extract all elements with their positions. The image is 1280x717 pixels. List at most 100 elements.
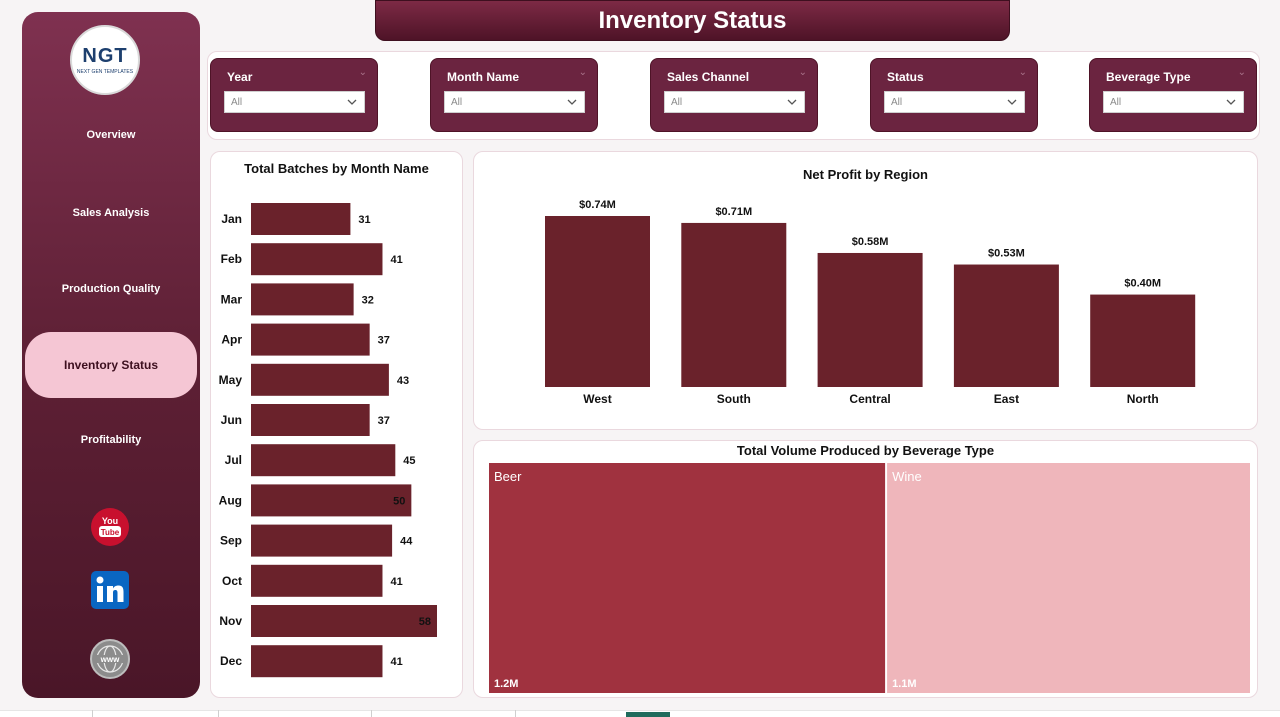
- volume-by-beverage-treemap: Beer 1.2M Wine 1.1M: [489, 463, 1250, 693]
- nav-overview[interactable]: Overview: [25, 115, 197, 155]
- tab-divider: [371, 710, 372, 717]
- sidebar: NGT NEXT GEN TEMPLATES Overview Sales An…: [22, 12, 200, 698]
- month-bar[interactable]: [251, 484, 412, 517]
- chevron-down-icon: [787, 99, 797, 105]
- treemap-category-label: Beer: [494, 469, 522, 484]
- month-data-label: 50: [393, 495, 405, 507]
- chevron-down-icon[interactable]: ⌄: [1018, 67, 1027, 78]
- slicer-sales-channel[interactable]: Sales Channel ⌄ All: [650, 58, 818, 132]
- month-bar[interactable]: [251, 444, 396, 477]
- dropdown-value: All: [231, 96, 243, 108]
- month-tick-label: Oct: [222, 574, 242, 588]
- region-bar[interactable]: [1090, 294, 1196, 387]
- page-title: Inventory Status: [375, 0, 1010, 41]
- nav-sales-analysis[interactable]: Sales Analysis: [25, 193, 197, 233]
- month-tick-label: Jun: [221, 413, 242, 427]
- region-tick-label: South: [717, 392, 751, 406]
- volume-treemap-card: Total Volume Produced by Beverage Type B…: [473, 440, 1258, 698]
- month-tick-label: Jan: [221, 212, 242, 226]
- logo-text: NGT: [82, 45, 128, 67]
- globe-icon[interactable]: www: [89, 638, 131, 680]
- status-dropdown[interactable]: All: [884, 91, 1025, 113]
- month-bar[interactable]: [251, 323, 370, 356]
- nav-production-quality[interactable]: Production Quality: [25, 269, 197, 309]
- region-tick-label: West: [583, 392, 611, 406]
- batches-by-month-card: Total Batches by Month Name Jan 31 Feb 41 Ma…: [210, 151, 463, 698]
- month-data-label: 44: [400, 536, 413, 548]
- month-data-label: 32: [362, 294, 374, 306]
- batches-by-month-chart: Jan 31 Feb 41 Mar 32 Apr 37 May 43 Jun 37 Jul 45 Aug 50…: [219, 203, 437, 678]
- chevron-down-icon[interactable]: ⌄: [358, 67, 367, 78]
- dropdown-value: All: [1110, 96, 1122, 108]
- nav-label: Profitability: [80, 434, 142, 446]
- sales-channel-dropdown[interactable]: All: [664, 91, 805, 113]
- month-data-label: 37: [378, 415, 390, 427]
- chevron-down-icon[interactable]: ⌄: [798, 67, 807, 78]
- month-tick-label: Mar: [221, 292, 243, 306]
- month-tick-label: Dec: [220, 654, 242, 668]
- region-bar[interactable]: [545, 216, 650, 387]
- nav-label: Production Quality: [61, 283, 161, 295]
- nav-inventory-status[interactable]: Inventory Status: [25, 332, 197, 398]
- svg-text:You: You: [102, 516, 118, 526]
- month-data-label: 41: [390, 576, 402, 588]
- youtube-icon[interactable]: You Tube: [89, 506, 131, 548]
- tab-divider: [92, 710, 93, 717]
- chart-title: Total Batches by Month Name: [244, 161, 429, 176]
- month-data-label: 43: [397, 375, 409, 387]
- chart-title: Net Profit by Region: [803, 167, 928, 182]
- month-bar[interactable]: [251, 524, 393, 557]
- region-bar[interactable]: [953, 264, 1059, 387]
- treemap-value-label: 1.1M: [892, 678, 916, 690]
- tab-divider: [515, 710, 516, 717]
- month-name-dropdown[interactable]: All: [444, 91, 585, 113]
- slicer-label: Sales Channel: [667, 70, 750, 84]
- month-bar[interactable]: [251, 564, 383, 597]
- slicer-label: Year: [227, 70, 253, 84]
- slicer-month-name[interactable]: Month Name ⌄ All: [430, 58, 598, 132]
- month-tick-label: Sep: [220, 534, 242, 548]
- month-bar[interactable]: [251, 605, 437, 637]
- region-bar[interactable]: [681, 222, 787, 387]
- month-data-label: 41: [390, 656, 402, 668]
- nav-profitability[interactable]: Profitability: [25, 420, 197, 460]
- month-bar[interactable]: [251, 203, 351, 235]
- treemap-tile[interactable]: [887, 463, 1250, 693]
- nav-label: Overview: [86, 129, 136, 141]
- month-tick-label: Feb: [221, 252, 242, 266]
- month-tick-label: Apr: [221, 333, 242, 347]
- slicer-beverage-type[interactable]: Beverage Type ⌄ All: [1089, 58, 1257, 132]
- month-bar[interactable]: [251, 243, 383, 276]
- month-tick-label: Nov: [219, 614, 242, 628]
- region-bar[interactable]: [817, 252, 923, 387]
- chart-title: Total Volume Produced by Beverage Type: [736, 443, 995, 458]
- linkedin-icon[interactable]: [89, 569, 131, 611]
- slicer-year[interactable]: Year ⌄ All: [210, 58, 378, 132]
- month-bar[interactable]: [251, 404, 370, 436]
- treemap-tile[interactable]: [489, 463, 886, 693]
- slicer-status[interactable]: Status ⌄ All: [870, 58, 1038, 132]
- month-tick-label: May: [219, 373, 243, 387]
- region-data-label: $0.74M: [579, 199, 616, 211]
- month-bar[interactable]: [251, 283, 354, 316]
- nav-label: Inventory Status: [63, 358, 159, 372]
- beverage-type-dropdown[interactable]: All: [1103, 91, 1244, 113]
- logo-main: NGT: [82, 45, 127, 68]
- chevron-down-icon[interactable]: ⌄: [578, 67, 587, 78]
- month-data-label: 58: [419, 616, 431, 628]
- net-profit-by-region-chart: $0.74M West $0.71M South $0.58M Central $0.53M…: [545, 199, 1196, 406]
- chevron-down-icon[interactable]: ⌄: [1237, 67, 1246, 78]
- region-data-label: $0.71M: [715, 206, 752, 218]
- month-bar[interactable]: [251, 363, 389, 396]
- month-tick-label: Jul: [225, 453, 242, 467]
- slicer-label: Status: [887, 70, 924, 84]
- active-page-tab[interactable]: [626, 712, 670, 717]
- year-dropdown[interactable]: All: [224, 91, 365, 113]
- month-data-label: 45: [403, 455, 415, 467]
- region-tick-label: East: [994, 392, 1019, 406]
- chevron-down-icon: [1007, 99, 1017, 105]
- dropdown-value: All: [671, 96, 683, 108]
- month-data-label: 31: [358, 214, 370, 226]
- month-bar[interactable]: [251, 645, 383, 678]
- region-tick-label: North: [1127, 392, 1159, 406]
